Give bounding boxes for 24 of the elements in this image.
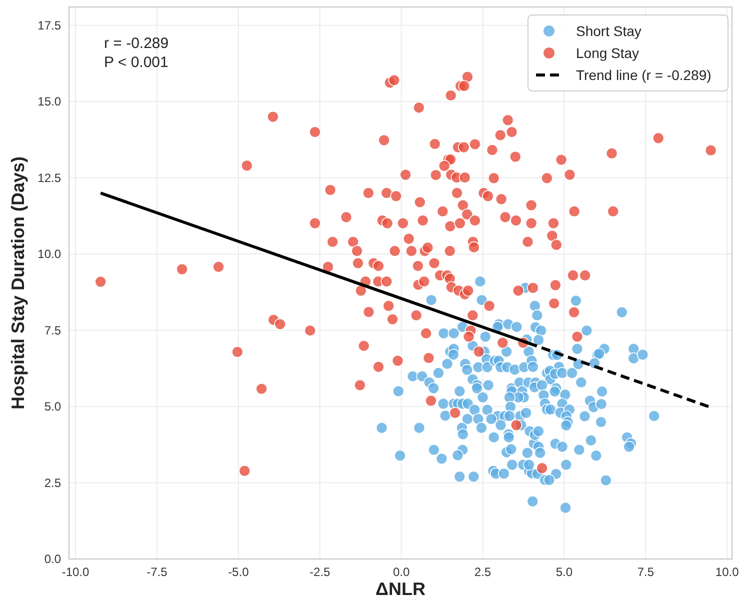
x-tick-label: 2.5 <box>474 565 492 579</box>
y-axis-title: Hospital Stay Duration (Days) <box>8 156 28 410</box>
legend-label: Long Stay <box>576 45 640 61</box>
x-tick-label: 7.5 <box>637 565 654 579</box>
x-tick-label: -5.0 <box>228 565 250 579</box>
y-tick-label: 10.0 <box>38 247 62 262</box>
y-tick-label: 17.5 <box>38 18 62 32</box>
y-tick-label: 5.0 <box>44 400 62 414</box>
x-tick-label: 5.0 <box>556 565 573 579</box>
y-tick-label: 7.5 <box>44 323 62 338</box>
x-tick-label: -2.5 <box>310 565 331 579</box>
annotation: r = -0.289 <box>104 35 169 52</box>
y-tick-label: 12.5 <box>38 170 62 185</box>
annotation: P < 0.001 <box>104 54 168 71</box>
y-tick-label: 0.0 <box>44 552 62 566</box>
legend-label: Short Stay <box>576 23 642 39</box>
y-tick-label: 15.0 <box>38 94 62 109</box>
legend-label: Trend line (r = -0.289) <box>576 67 712 83</box>
x-tick-label: -10.0 <box>62 565 90 579</box>
x-tick-label: 0.0 <box>392 565 410 579</box>
x-tick-label: -7.5 <box>146 565 168 579</box>
x-tick-label: 10.0 <box>715 565 740 579</box>
y-tick-label: 2.5 <box>44 476 62 490</box>
x-axis-title: ΔNLR <box>376 579 426 599</box>
